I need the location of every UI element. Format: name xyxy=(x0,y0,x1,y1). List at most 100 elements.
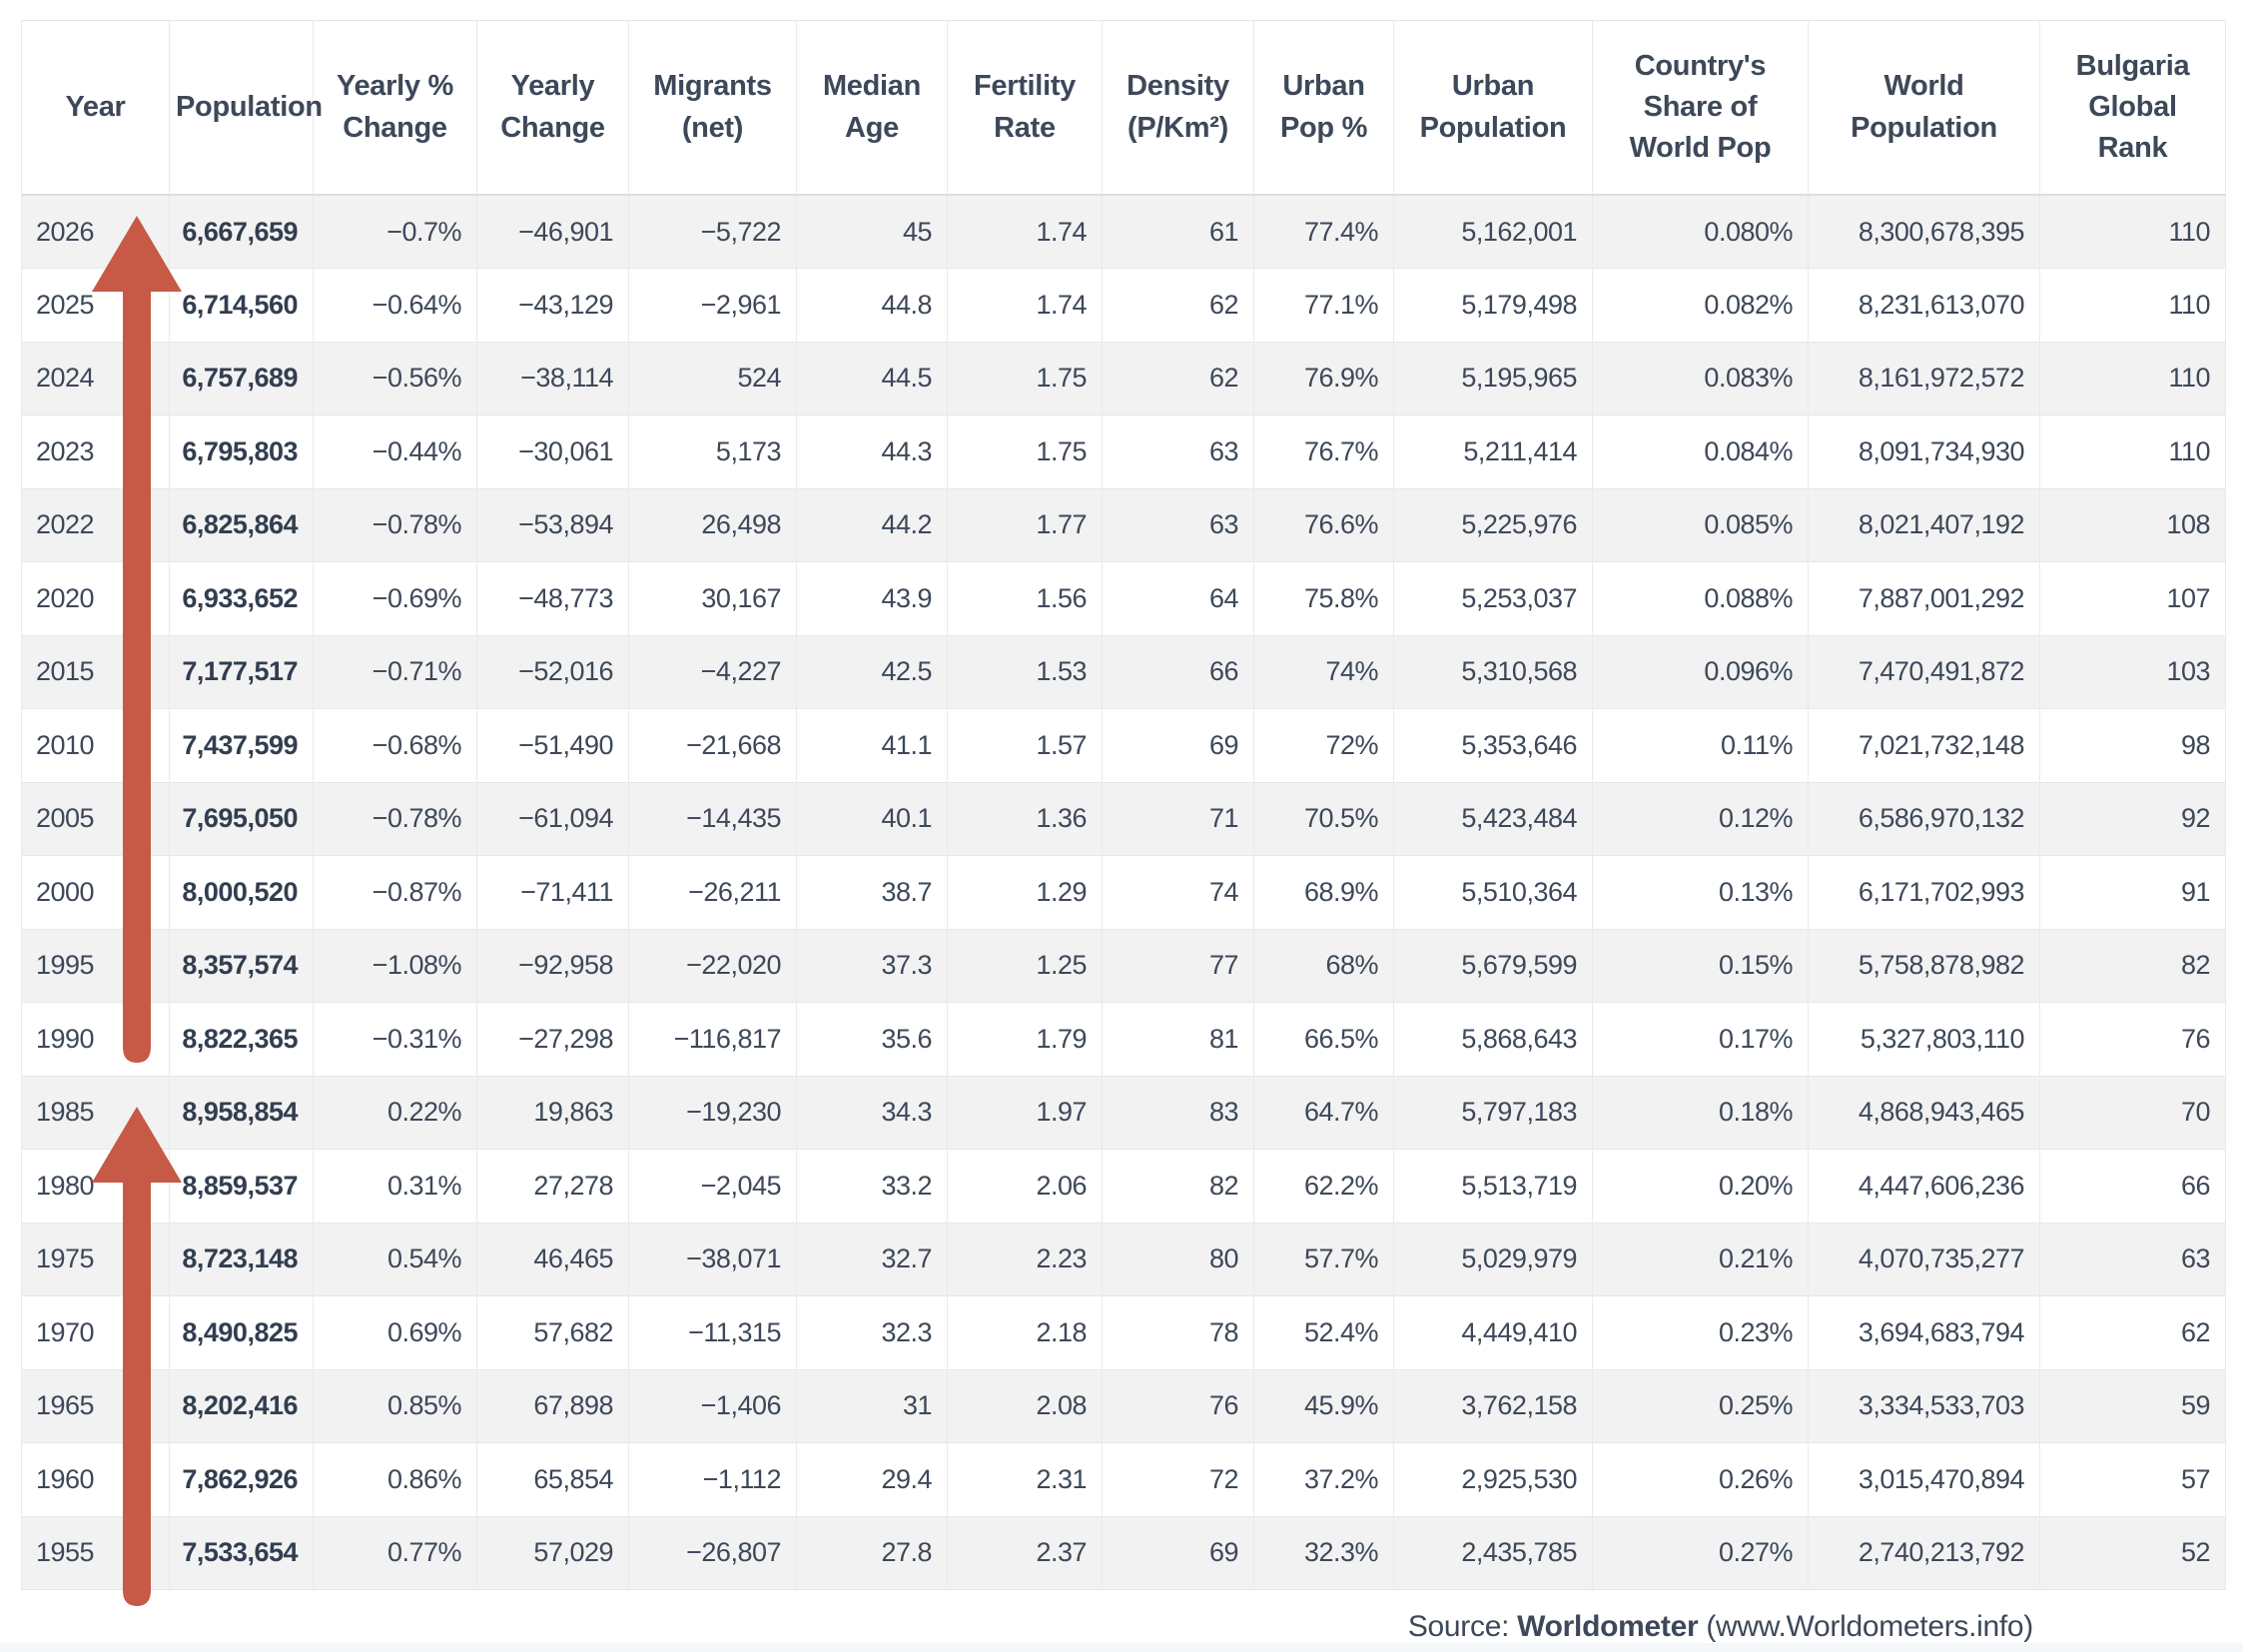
table-cell: −71,411 xyxy=(476,855,629,929)
table-cell: 27.8 xyxy=(796,1516,948,1590)
table-cell: 42.5 xyxy=(796,635,948,709)
table-cell: 64.7% xyxy=(1253,1076,1394,1150)
table-cell: 31 xyxy=(796,1369,948,1443)
table-cell: −61,094 xyxy=(476,782,629,856)
table-cell: 92 xyxy=(2039,782,2226,856)
column-header: Median Age xyxy=(796,20,948,196)
table-row: 2015 7,177,517 −0.71% −52,016 −4,227 42.5 1.53… xyxy=(21,635,2226,709)
table-cell: 2.31 xyxy=(947,1442,1103,1516)
column-header: Year xyxy=(21,20,170,196)
table-cell: 98 xyxy=(2039,708,2226,782)
table-row: 1975 8,723,148 0.54% 46,465 −38,071 32.7 2.23 8… xyxy=(21,1223,2226,1296)
table-cell: −26,807 xyxy=(628,1516,797,1590)
table-row: 2023 6,795,803 −0.44% −30,061 5,173 44.3 1.75 6… xyxy=(21,414,2226,488)
table-cell: 4,868,943,465 xyxy=(1808,1076,2040,1150)
table-cell: −92,958 xyxy=(476,929,629,1003)
table-cell: −22,020 xyxy=(628,929,797,1003)
table-cell: 35.6 xyxy=(796,1002,948,1076)
table-cell: −0.44% xyxy=(313,414,477,488)
table-cell: 1.57 xyxy=(947,708,1103,782)
table-cell: 74% xyxy=(1253,635,1394,709)
table-cell: 44.8 xyxy=(796,268,948,342)
table-cell: 67,898 xyxy=(476,1369,629,1443)
table-cell: −43,129 xyxy=(476,268,629,342)
table-cell: 7,887,001,292 xyxy=(1808,561,2040,635)
year-cell: 2000 xyxy=(21,855,170,929)
table-cell: 30,167 xyxy=(628,561,797,635)
table-cell: 8,490,825 xyxy=(169,1295,314,1369)
table-row: 1990 8,822,365 −0.31% −27,298 −116,817 35.6 1.… xyxy=(21,1002,2226,1076)
table-cell: 2.06 xyxy=(947,1149,1103,1223)
table-cell: 8,822,365 xyxy=(169,1002,314,1076)
table-cell: 0.85% xyxy=(313,1369,477,1443)
table-cell: −2,045 xyxy=(628,1149,797,1223)
table-cell: −26,211 xyxy=(628,855,797,929)
table-cell: 8,000,520 xyxy=(169,855,314,929)
table-cell: 0.082% xyxy=(1592,268,1809,342)
table-cell: −14,435 xyxy=(628,782,797,856)
table-cell: 40.1 xyxy=(796,782,948,856)
table-cell: 1.36 xyxy=(947,782,1103,856)
table-cell: −0.7% xyxy=(313,195,477,269)
table-cell: 0.11% xyxy=(1592,708,1809,782)
table-cell: 6,933,652 xyxy=(169,561,314,635)
table-row: 2024 6,757,689 −0.56% −38,114 524 44.5 1.75 62 7… xyxy=(21,342,2226,415)
table-cell: 1.75 xyxy=(947,342,1103,415)
year-cell: 1955 xyxy=(21,1516,170,1590)
table-row: 2026 6,667,659 −0.7% −46,901 −5,722 45 1.74 61 7… xyxy=(21,195,2226,269)
table-cell: −0.68% xyxy=(313,708,477,782)
table-cell: 2,925,530 xyxy=(1393,1442,1593,1516)
table-cell: 0.20% xyxy=(1592,1149,1809,1223)
table-cell: 0.26% xyxy=(1592,1442,1809,1516)
table-cell: 5,327,803,110 xyxy=(1808,1002,2040,1076)
table-cell: 110 xyxy=(2039,268,2226,342)
table-cell: 71 xyxy=(1102,782,1254,856)
table-cell: 78 xyxy=(1102,1295,1254,1369)
table-cell: 0.31% xyxy=(313,1149,477,1223)
table-cell: −1.08% xyxy=(313,929,477,1003)
table-cell: 1.29 xyxy=(947,855,1103,929)
table-cell: 2.37 xyxy=(947,1516,1103,1590)
table-cell: 52.4% xyxy=(1253,1295,1394,1369)
table-cell: 44.2 xyxy=(796,488,948,562)
table-cell: 5,162,001 xyxy=(1393,195,1593,269)
table-cell: −48,773 xyxy=(476,561,629,635)
table-cell: 8,091,734,930 xyxy=(1808,414,2040,488)
column-header: Urban Pop % xyxy=(1253,20,1394,196)
table-cell: 82 xyxy=(2039,929,2226,1003)
column-header: Yearly Change xyxy=(476,20,629,196)
table-row: 1985 8,958,854 0.22% 19,863 −19,230 34.3 1.97 8… xyxy=(21,1076,2226,1150)
table-cell: −0.69% xyxy=(313,561,477,635)
table-cell: 5,510,364 xyxy=(1393,855,1593,929)
table-cell: 6,667,659 xyxy=(169,195,314,269)
table-cell: 32.7 xyxy=(796,1223,948,1296)
table-cell: 3,334,533,703 xyxy=(1808,1369,2040,1443)
table-cell: −19,230 xyxy=(628,1076,797,1150)
table-cell: 61 xyxy=(1102,195,1254,269)
year-cell: 1985 xyxy=(21,1076,170,1150)
table-cell: 77.1% xyxy=(1253,268,1394,342)
table-cell: 5,797,183 xyxy=(1393,1076,1593,1150)
source-attribution: Source: Worldometer (www.Worldometers.in… xyxy=(1408,1610,2033,1644)
table-cell: −38,114 xyxy=(476,342,629,415)
table-header-row: Year Population Yearly % Change Yearly Chan… xyxy=(21,20,2226,196)
table-cell: 4,449,410 xyxy=(1393,1295,1593,1369)
table-cell: 0.23% xyxy=(1592,1295,1809,1369)
table-cell: −27,298 xyxy=(476,1002,629,1076)
table-cell: −4,227 xyxy=(628,635,797,709)
table-cell: 7,862,926 xyxy=(169,1442,314,1516)
table-cell: −38,071 xyxy=(628,1223,797,1296)
table-cell: 1.97 xyxy=(947,1076,1103,1150)
table-cell: 6,795,803 xyxy=(169,414,314,488)
table-cell: 0.096% xyxy=(1592,635,1809,709)
table-cell: 68.9% xyxy=(1253,855,1394,929)
table-cell: 5,758,878,982 xyxy=(1808,929,2040,1003)
table-cell: 1.77 xyxy=(947,488,1103,562)
table-cell: 63 xyxy=(2039,1223,2226,1296)
year-cell: 1980 xyxy=(21,1149,170,1223)
table-row: 2000 8,000,520 −0.87% −71,411 −26,211 38.7 1.2… xyxy=(21,855,2226,929)
table-cell: 7,533,654 xyxy=(169,1516,314,1590)
table-cell: 2.18 xyxy=(947,1295,1103,1369)
table-cell: 8,958,854 xyxy=(169,1076,314,1150)
table-cell: 8,231,613,070 xyxy=(1808,268,2040,342)
